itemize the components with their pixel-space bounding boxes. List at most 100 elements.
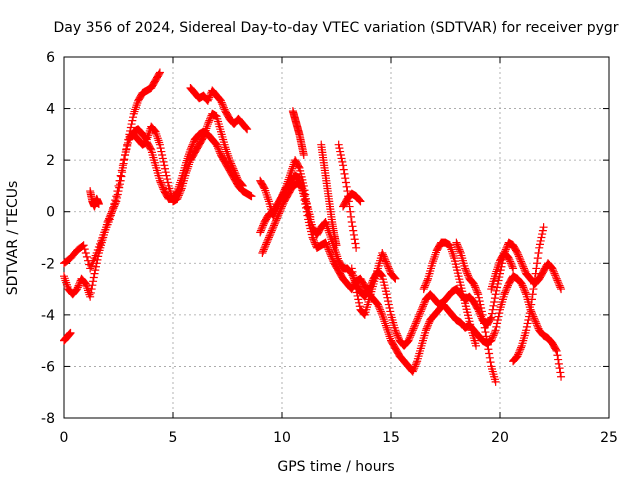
data-point: [103, 218, 112, 227]
data-point: [391, 326, 400, 335]
data-point: [489, 331, 498, 340]
data-point: [309, 235, 318, 244]
data-point: [490, 329, 499, 338]
data-point: [531, 317, 540, 326]
data-point: [232, 171, 241, 180]
data-point: [522, 322, 531, 331]
data-point: [490, 297, 499, 306]
data-point: [274, 211, 283, 220]
data-point: [412, 317, 421, 326]
x-tick-label: 10: [273, 430, 291, 446]
data-point: [488, 305, 497, 314]
data-point: [212, 140, 221, 149]
data-point: [488, 334, 497, 343]
data-point: [502, 243, 511, 252]
data-point: [538, 230, 547, 239]
data-point: [472, 285, 481, 294]
data-point: [486, 314, 495, 323]
data-point: [408, 326, 417, 335]
data-point: [494, 312, 503, 321]
data-point: [342, 182, 351, 191]
data-point: [173, 194, 182, 203]
data-point: [390, 273, 399, 282]
data-point: [360, 309, 369, 318]
data-point: [472, 341, 481, 350]
data-point: [384, 300, 393, 309]
data-point: [381, 255, 390, 264]
data-point: [527, 307, 536, 316]
data-point: [483, 340, 492, 349]
data-point: [242, 124, 251, 133]
data-point: [492, 286, 501, 295]
x-tick-label: 20: [491, 430, 509, 446]
data-point: [108, 205, 117, 214]
data-point: [174, 191, 183, 200]
data-point: [163, 178, 172, 187]
data-point: [484, 345, 493, 354]
data-point: [338, 157, 347, 166]
data-point: [232, 173, 241, 182]
chart-title: Day 356 of 2024, Sidereal Day-to-day VTE…: [53, 20, 618, 36]
data-point: [410, 364, 419, 373]
data-point: [514, 252, 523, 261]
data-point: [524, 316, 533, 325]
x-tick-label: 25: [600, 430, 618, 446]
y-tick-label: 6: [46, 50, 55, 66]
data-point: [555, 364, 564, 373]
data-point: [158, 183, 167, 192]
data-point: [273, 212, 282, 221]
data-point: [405, 333, 414, 342]
data-point: [218, 100, 227, 109]
data-point: [533, 254, 542, 263]
data-point: [206, 114, 215, 123]
data-point: [506, 257, 515, 266]
data-point: [80, 245, 89, 254]
data-point: [160, 161, 169, 170]
data-point: [420, 298, 429, 307]
data-point: [174, 193, 183, 202]
data-point: [538, 226, 547, 235]
data-point: [272, 214, 281, 223]
data-point: [339, 161, 348, 170]
data-point: [229, 164, 238, 173]
data-point: [158, 154, 167, 163]
series-track-11: [317, 140, 341, 250]
data-point: [461, 264, 470, 273]
data-point: [204, 118, 213, 127]
x-tick-label: 0: [60, 430, 69, 446]
data-point: [105, 212, 114, 221]
series-track-13: [334, 140, 361, 252]
data-point: [263, 236, 272, 245]
data-point: [203, 96, 212, 105]
data-point: [277, 204, 286, 213]
series-track-2: [60, 127, 256, 301]
data-point: [516, 255, 525, 264]
data-point: [205, 93, 214, 102]
data-point: [156, 144, 165, 153]
data-point: [409, 365, 418, 374]
data-point: [504, 254, 513, 263]
data-point: [553, 351, 562, 360]
data-point: [256, 226, 265, 235]
data-point: [107, 207, 116, 216]
data-point: [492, 322, 501, 331]
data-point: [475, 297, 484, 306]
data-point: [238, 181, 247, 190]
data-point: [257, 224, 266, 233]
data-point: [308, 233, 317, 242]
data-point: [309, 236, 318, 245]
data-point: [394, 333, 403, 342]
y-tick-label: 2: [46, 153, 55, 169]
data-point: [494, 276, 503, 285]
data-point: [306, 212, 315, 221]
data-point: [339, 165, 348, 174]
data-point: [551, 273, 560, 282]
data-point: [527, 300, 536, 309]
data-point: [345, 202, 354, 211]
data-point: [493, 283, 502, 292]
data-point: [482, 336, 491, 345]
data-point: [351, 239, 360, 248]
data-point: [344, 192, 353, 201]
data-point: [523, 319, 532, 328]
data-point: [414, 312, 423, 321]
